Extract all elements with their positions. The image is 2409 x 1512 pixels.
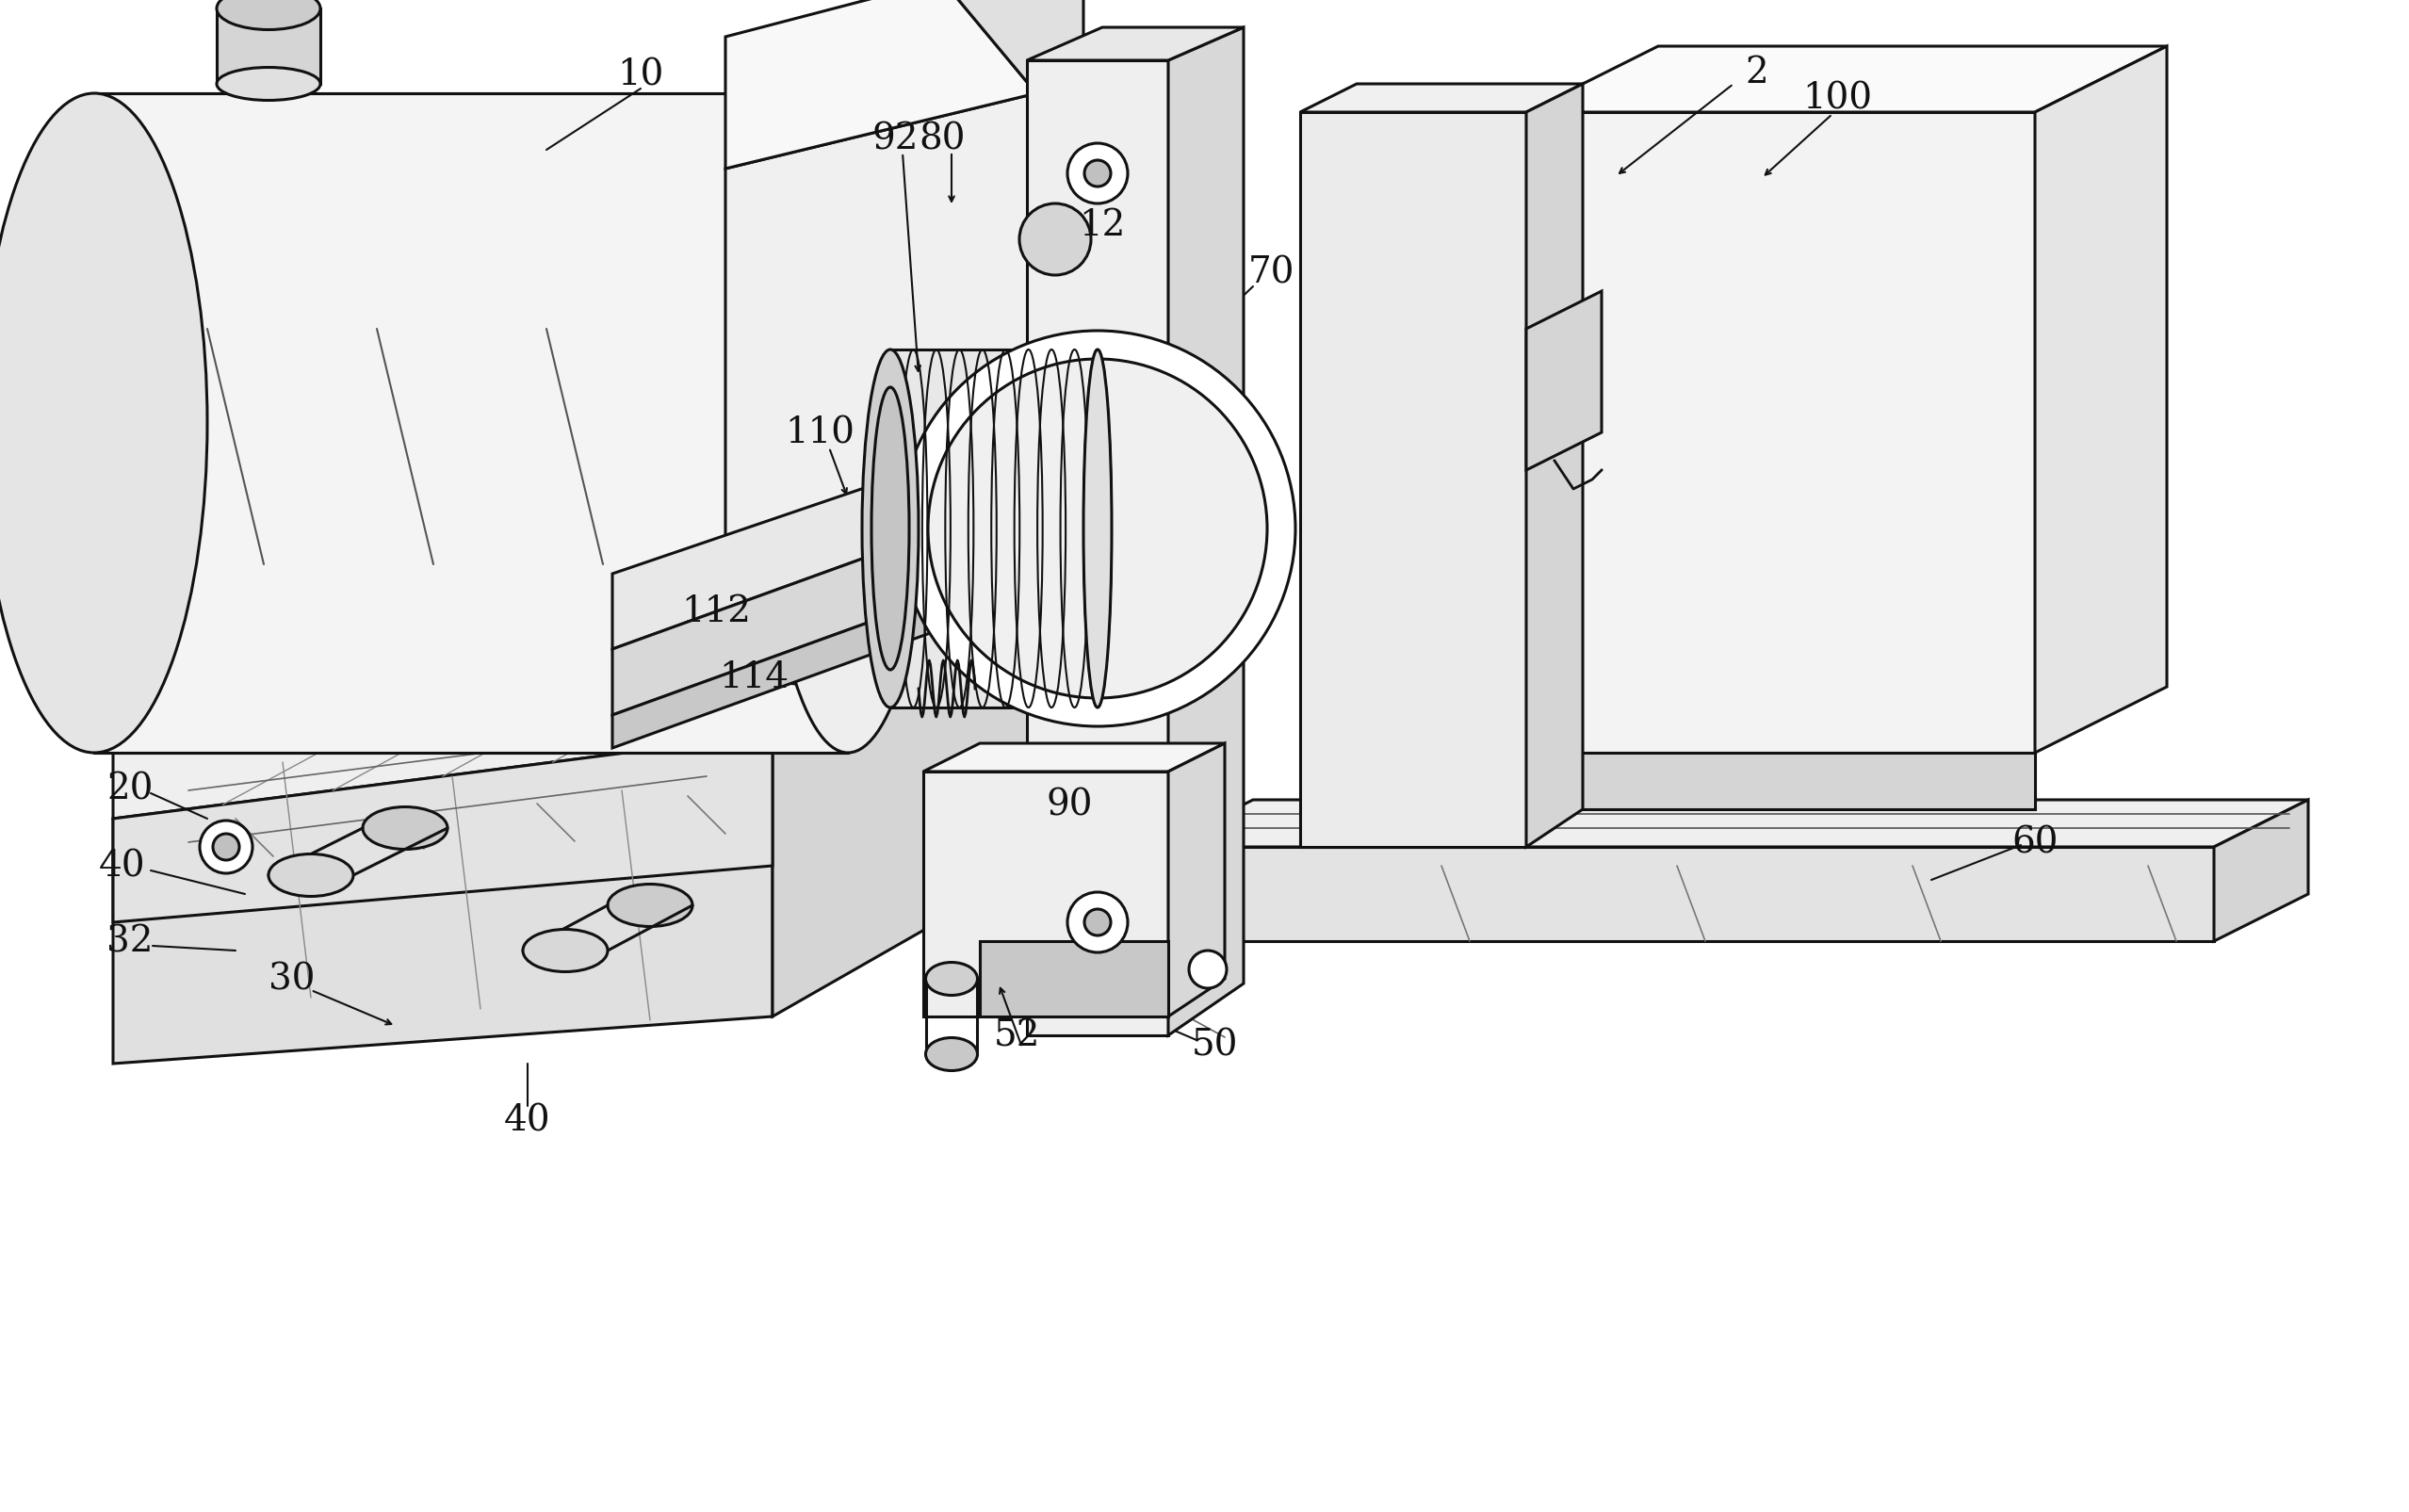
Polygon shape: [923, 744, 1224, 773]
Polygon shape: [1527, 753, 2036, 809]
Polygon shape: [1168, 29, 1243, 1036]
Polygon shape: [1026, 60, 1168, 1036]
Polygon shape: [2214, 800, 2308, 942]
Polygon shape: [725, 94, 1036, 631]
Text: 30: 30: [270, 962, 316, 996]
Polygon shape: [1527, 85, 1583, 847]
Circle shape: [899, 331, 1296, 727]
Circle shape: [1084, 160, 1111, 187]
Text: 12: 12: [1079, 209, 1125, 243]
Circle shape: [1084, 909, 1111, 936]
Text: 40: 40: [503, 1102, 552, 1137]
Circle shape: [1190, 951, 1226, 989]
Polygon shape: [113, 584, 1036, 820]
Polygon shape: [2036, 47, 2166, 753]
Polygon shape: [773, 584, 1036, 1016]
Text: 52: 52: [995, 1018, 1041, 1052]
Ellipse shape: [0, 94, 207, 753]
Polygon shape: [942, 0, 1084, 575]
Circle shape: [1067, 892, 1127, 953]
Polygon shape: [1168, 744, 1224, 1016]
Text: 90: 90: [1046, 788, 1094, 823]
Text: 60: 60: [2012, 826, 2057, 860]
Text: 10: 10: [617, 57, 665, 92]
Text: 100: 100: [1802, 82, 1872, 116]
Circle shape: [927, 360, 1267, 699]
Ellipse shape: [217, 68, 320, 101]
Ellipse shape: [364, 807, 448, 850]
Polygon shape: [1527, 47, 2166, 113]
Text: 2: 2: [1747, 56, 1768, 91]
Polygon shape: [113, 735, 773, 922]
Text: 40: 40: [99, 848, 147, 883]
Ellipse shape: [217, 0, 320, 30]
Polygon shape: [612, 490, 1055, 715]
Circle shape: [200, 821, 253, 874]
Polygon shape: [1527, 292, 1602, 470]
Polygon shape: [1301, 113, 1527, 847]
Text: 20: 20: [106, 771, 154, 806]
Text: 114: 114: [718, 661, 788, 696]
Circle shape: [1067, 144, 1127, 204]
Text: 50: 50: [1192, 1028, 1238, 1063]
Polygon shape: [725, 0, 1036, 169]
Text: 92: 92: [872, 122, 918, 157]
Polygon shape: [1301, 85, 1583, 113]
Polygon shape: [1159, 800, 2308, 847]
Polygon shape: [1159, 847, 2214, 942]
Polygon shape: [113, 490, 773, 820]
Text: 112: 112: [682, 594, 752, 629]
Polygon shape: [1026, 29, 1243, 60]
Ellipse shape: [267, 854, 354, 897]
Polygon shape: [980, 942, 1168, 1016]
Polygon shape: [612, 555, 1055, 748]
Ellipse shape: [523, 930, 607, 972]
Polygon shape: [1527, 113, 2036, 753]
Circle shape: [212, 835, 238, 860]
Text: 110: 110: [785, 416, 855, 451]
Ellipse shape: [862, 351, 918, 708]
Text: 70: 70: [1248, 256, 1296, 290]
Ellipse shape: [872, 389, 908, 670]
Ellipse shape: [607, 885, 691, 927]
Polygon shape: [612, 423, 1055, 650]
Ellipse shape: [925, 1037, 978, 1070]
Polygon shape: [891, 351, 1099, 708]
Polygon shape: [217, 9, 320, 85]
Text: 80: 80: [918, 122, 966, 157]
Ellipse shape: [764, 94, 932, 753]
Polygon shape: [94, 94, 848, 753]
Text: 32: 32: [106, 924, 154, 959]
Polygon shape: [923, 773, 1168, 1016]
Circle shape: [1019, 204, 1091, 275]
Ellipse shape: [1084, 351, 1111, 708]
Polygon shape: [773, 376, 990, 735]
Ellipse shape: [925, 963, 978, 995]
Polygon shape: [113, 735, 773, 1064]
